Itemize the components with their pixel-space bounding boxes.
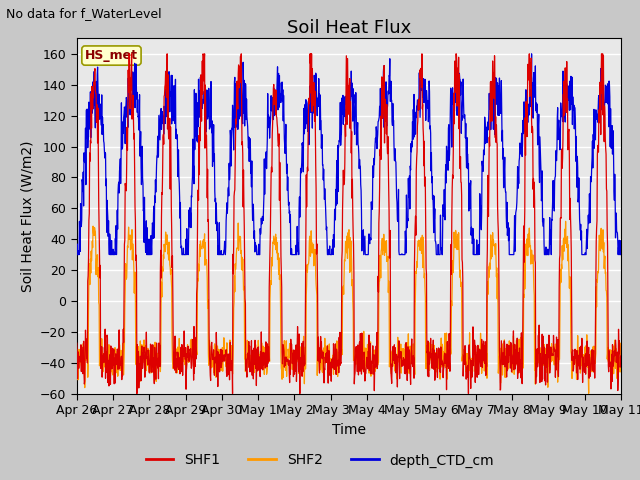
X-axis label: Time: Time — [332, 422, 366, 437]
Text: No data for f_WaterLevel: No data for f_WaterLevel — [6, 7, 162, 20]
Title: Soil Heat Flux: Soil Heat Flux — [287, 19, 411, 37]
Legend: SHF1, SHF2, depth_CTD_cm: SHF1, SHF2, depth_CTD_cm — [140, 448, 500, 473]
Y-axis label: Soil Heat Flux (W/m2): Soil Heat Flux (W/m2) — [20, 140, 35, 292]
Text: HS_met: HS_met — [85, 49, 138, 62]
